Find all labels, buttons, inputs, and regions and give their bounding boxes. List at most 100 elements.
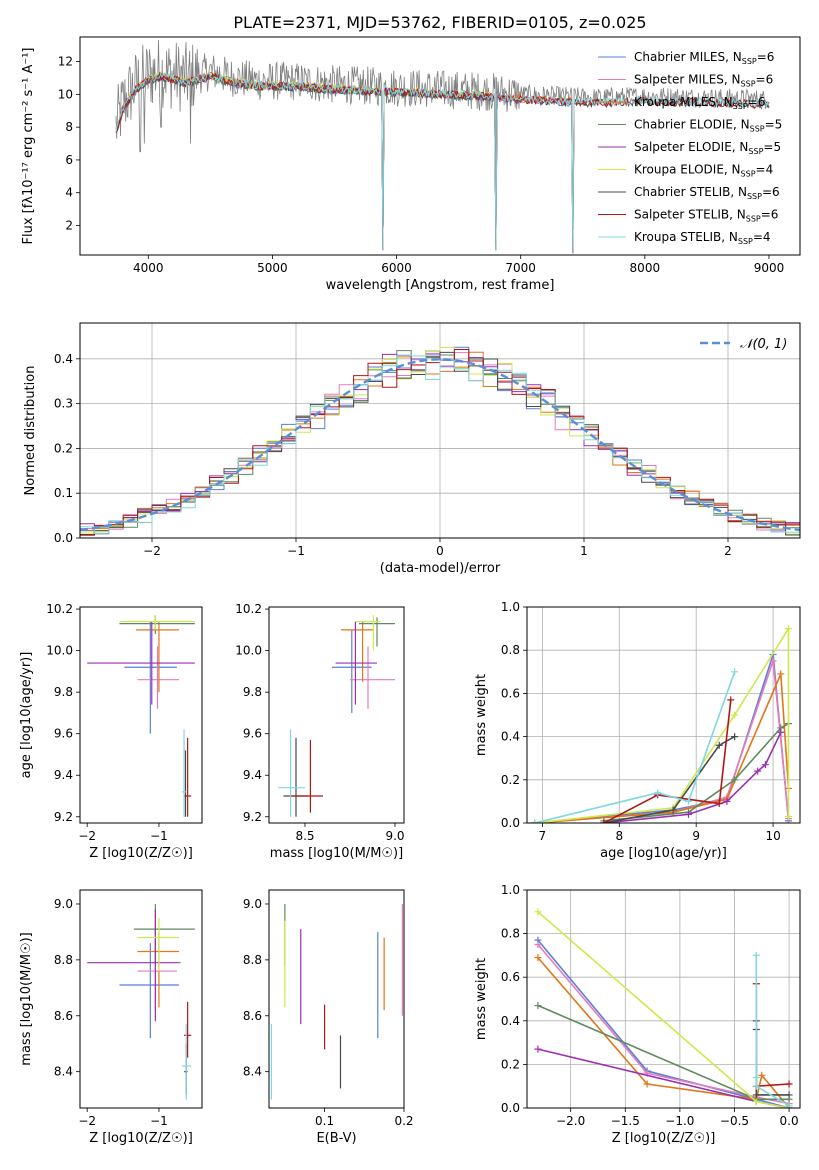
x-tick-label: 9 [692, 829, 700, 843]
weight-marker-chabrier-elodie [534, 1002, 542, 1010]
model-spectrum-kroupa-stelib [115, 71, 770, 254]
axes-frame [79, 36, 801, 256]
y-axis-label: mass [log10(M/M☉)] [19, 932, 34, 1065]
y-tick-label: 0.4 [54, 352, 73, 366]
y-tick-label: 10.2 [46, 602, 73, 616]
x-tick-label: 8.5 [295, 829, 314, 843]
weight-marker-salpeter-miles [769, 657, 777, 665]
age-vs-mass-plot-area [278, 615, 395, 817]
y-tick-label: 9.4 [243, 768, 262, 782]
weight-marker-kroupa-stelib [731, 668, 739, 676]
weight-marker-salpeter-miles [534, 941, 542, 948]
weight-vs-age-plot-area [531, 625, 792, 823]
age-vs-Z-panel: −2 −1 9.2 9.4 9.6 9.8 10.0 10.2 Z [log10(Z/Z☉)] a… [19, 602, 203, 861]
weight-marker-kroupa-elodie [731, 711, 739, 719]
x-tick-label: −2 [78, 829, 96, 843]
legend-label: Salpeter STELIB, NSSP=6 [634, 208, 778, 224]
model-spectrum-salpeter-stelib [115, 72, 770, 254]
axes-frame [526, 606, 801, 824]
x-tick-label: 0.1 [315, 1114, 334, 1128]
x-tick-label: 8 [615, 829, 623, 843]
spectrum-plot-area [115, 39, 770, 254]
y-tick-label: 8.6 [243, 1009, 262, 1023]
legend-label: Salpeter MILES, NSSP=6 [634, 73, 773, 89]
weight-marker-kroupa-miles [777, 670, 785, 678]
y-tick-label: 9.8 [54, 685, 73, 699]
y-tick-label: 0.0 [501, 1101, 520, 1115]
mass-vs-Z-panel: −2 −1 8.4 8.6 8.8 9.0 Z [log10(Z/Z☉)] mass [log… [19, 889, 203, 1146]
weight-marker-kroupa-stelib [752, 951, 760, 959]
y-tick-label: 8.4 [54, 1065, 73, 1079]
x-tick-label: −1.0 [665, 1114, 694, 1128]
axes-frame [79, 606, 203, 824]
x-tick-label: −1 [150, 829, 168, 843]
y-tick-label: 0.1 [54, 486, 73, 500]
x-axis-label: (data-model)/error [380, 561, 501, 576]
y-tick-label: 9.2 [54, 810, 73, 824]
y-axis-label: age [log10(age/yr)] [19, 652, 34, 779]
x-axis-label: E(B-V) [316, 1131, 356, 1146]
y-tick-label: 9.0 [243, 897, 262, 911]
weight-marker-chabrier-stelib [669, 806, 677, 814]
x-axis-label: age [log10(age/yr)] [600, 846, 727, 861]
weight-marker-kroupa-stelib [531, 819, 539, 823]
y-tick-label: 2 [65, 218, 73, 232]
y-tick-label: 0.8 [501, 927, 520, 941]
x-tick-label: −1 [287, 544, 305, 558]
weight-marker-kroupa-elodie [534, 908, 542, 916]
x-axis-label: mass [log10(M/M☉)] [270, 846, 403, 861]
spectrum-legend: Chabrier MILES, NSSP=6 Salpeter MILES, NS… [598, 50, 782, 246]
weight-marker-salpeter-elodie [684, 810, 692, 818]
histogram-kroupa-elodie [80, 346, 800, 535]
y-tick-label: 0.0 [54, 531, 73, 545]
weight-marker-chabrier-stelib [731, 733, 739, 741]
x-tick-label: −2 [143, 544, 161, 558]
axes-frame [268, 889, 405, 1109]
weight-marker-chabrier-stelib [752, 1091, 760, 1099]
y-tick-label: 8 [65, 120, 73, 134]
legend-label: Chabrier STELIB, NSSP=6 [634, 185, 780, 201]
y-tick-label: 0.2 [501, 773, 520, 787]
weight-marker-chabrier-stelib [715, 741, 723, 749]
y-tick-label: 8.4 [243, 1065, 262, 1079]
y-tick-label: 0.3 [54, 397, 73, 411]
y-tick-label: 8.8 [54, 953, 73, 967]
age-vs-Z-plot-area [87, 615, 195, 817]
y-tick-label: 9.6 [243, 727, 262, 741]
legend-label: Chabrier ELODIE, NSSP=5 [634, 118, 782, 134]
weight-vs-age-panel: 7 8 9 10 0.0 0.2 0.4 0.6 0.8 1.0 age [log10(age/yr… [474, 600, 801, 861]
x-tick-label: 5000 [257, 261, 288, 275]
weight-vs-Z-plot-area [534, 908, 793, 1108]
weight-marker-salpeter-stelib [727, 696, 735, 704]
y-tick-label: 10.2 [235, 602, 262, 616]
y-tick-label: 0.4 [501, 730, 520, 744]
y-tick-label: 4 [65, 186, 73, 200]
legend-label: Salpeter ELODIE, NSSP=5 [634, 140, 781, 156]
weight-marker-kroupa-miles [534, 954, 542, 962]
weight-marker-kroupa-elodie [752, 1097, 760, 1105]
normal-distribution-curve [80, 358, 800, 532]
x-tick-label: −2.0 [556, 1114, 585, 1128]
x-tick-label: −2 [78, 1114, 96, 1128]
figure-title: PLATE=2371, MJD=53762, FIBERID=0105, z=0… [233, 13, 646, 32]
y-tick-label: 0.6 [501, 686, 520, 700]
axes-frame [268, 606, 405, 824]
weight-marker-salpeter-elodie [754, 767, 762, 775]
weight-vs-Z-panel: −2.0 −1.5 −1.0 −0.5 0.0 0.0 0.2 0.4 0.6 0.8 1.0 Z [… [474, 883, 801, 1146]
x-tick-label: 1 [580, 544, 588, 558]
x-tick-label: 9000 [754, 261, 785, 275]
y-tick-label: 12 [58, 55, 73, 69]
weight-marker-chabrier-elodie [731, 776, 739, 784]
y-tick-label: 10 [58, 87, 73, 101]
weight-marker-kroupa-miles [758, 1071, 766, 1079]
y-tick-label: 1.0 [501, 600, 520, 614]
weight-marker-kroupa-stelib [752, 1082, 760, 1090]
legend-label: 𝒩(0, 1) [740, 337, 787, 352]
y-tick-label: 8.6 [54, 1009, 73, 1023]
weight-line-salpeter-miles [537, 943, 790, 1105]
weight-marker-salpeter-elodie [777, 728, 785, 736]
y-tick-label: 6 [65, 153, 73, 167]
x-axis-label: Z [log10(Z/Z☉)] [89, 846, 193, 861]
